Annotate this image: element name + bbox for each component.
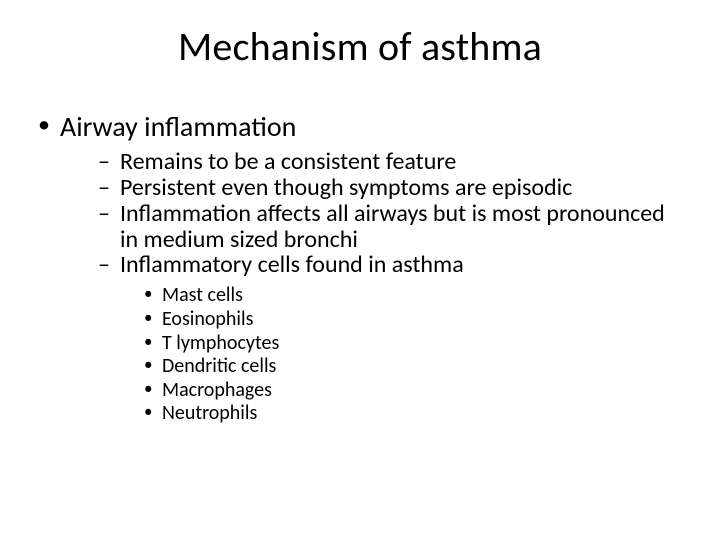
slide: Mechanism of asthma Airway inflammation … — [0, 0, 720, 540]
bullet-lvl2: Remains to be a consistent feature — [98, 149, 682, 175]
bullet-lvl3: Eosinophils — [144, 308, 682, 332]
bullet-lvl3: Macrophages — [144, 379, 682, 403]
bullet-lvl1: Airway inflammation — [38, 112, 682, 143]
slide-body: Airway inflammation Remains to be a cons… — [38, 112, 682, 426]
bullet-lvl3: Neutrophils — [144, 402, 682, 426]
bullet-lvl3-list: Mast cells Eosinophils T lymphocytes Den… — [38, 284, 682, 426]
bullet-lvl2-list: Remains to be a consistent feature Persi… — [38, 149, 682, 279]
bullet-lvl3: T lymphocytes — [144, 332, 682, 356]
bullet-lvl2: Persistent even though symptoms are epis… — [98, 175, 682, 201]
bullet-lvl3: Dendritic cells — [144, 355, 682, 379]
bullet-lvl2: Inflammatory cells found in asthma — [98, 252, 682, 278]
slide-title: Mechanism of asthma — [0, 22, 720, 71]
bullet-lvl2: Inflammation affects all airways but is … — [98, 201, 682, 253]
bullet-lvl3: Mast cells — [144, 284, 682, 308]
